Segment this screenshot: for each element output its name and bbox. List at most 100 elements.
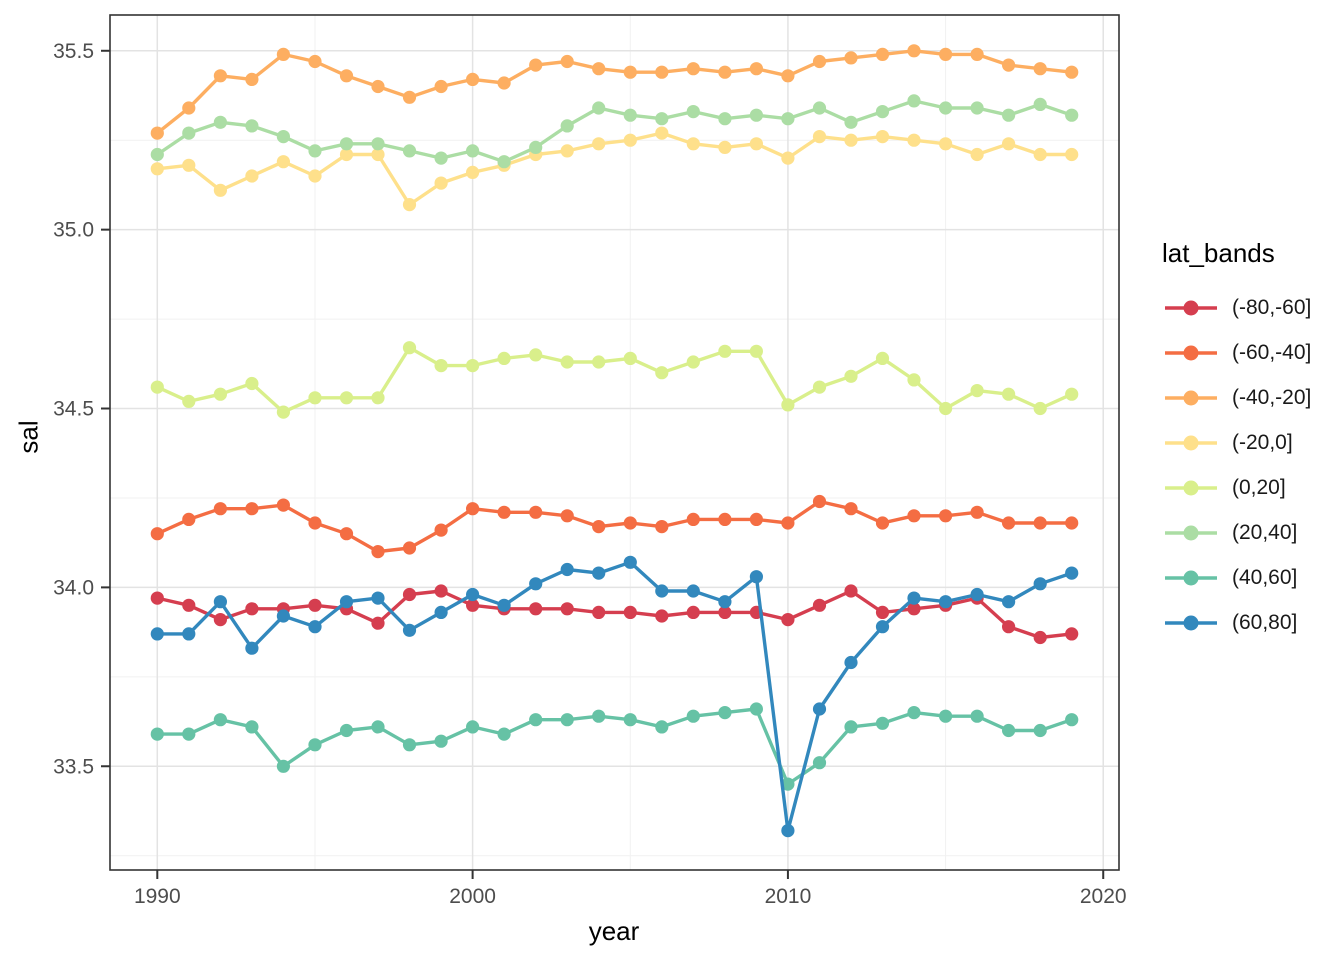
data-point-(-40,-20] (182, 101, 196, 115)
data-point-(-20,0] (434, 176, 448, 190)
x-tick-label: 2000 (449, 885, 496, 908)
data-point-(40,60] (308, 738, 322, 752)
data-point-(-40,-20] (592, 62, 606, 76)
data-point-(-20,0] (371, 147, 385, 162)
data-point-(0,20] (686, 355, 700, 369)
data-point-(40,60] (875, 716, 890, 730)
data-point-(20,40] (560, 119, 574, 133)
data-point-(0,20] (560, 355, 574, 369)
data-point-(-40,-20] (939, 47, 953, 62)
legend-row-(0,20]: (0,20] (1162, 465, 1311, 510)
data-point-(-20,0] (245, 169, 259, 183)
data-point-(20,40] (939, 101, 953, 115)
data-point-(20,40] (245, 119, 259, 133)
data-point-(20,40] (150, 147, 164, 162)
data-point-(-20,0] (781, 151, 795, 165)
data-point-(0,20] (371, 391, 385, 405)
data-point-(-60,-40] (182, 512, 196, 527)
legend-title: lat_bands (1162, 238, 1275, 268)
legend-row-(-40,-20]: (-40,-20] (1162, 375, 1311, 420)
data-point-(-40,-20] (623, 65, 637, 79)
data-point-(-20,0] (970, 147, 984, 162)
data-point-(-60,-40] (686, 512, 700, 527)
data-point-(20,40] (434, 151, 448, 165)
data-point-(60,80] (402, 623, 417, 637)
y-tick-label: 34.5 (53, 398, 94, 421)
panel-border (109, 14, 1120, 871)
data-point-(-40,-20] (245, 72, 259, 86)
data-point-(0,20] (875, 351, 890, 365)
data-point-(-80,-60] (371, 616, 385, 630)
data-point-(0,20] (970, 384, 984, 398)
data-point-(-20,0] (1002, 137, 1016, 151)
data-point-(-60,-40] (466, 502, 480, 516)
data-point-(-60,-40] (1002, 516, 1016, 530)
data-point-(40,60] (213, 713, 227, 727)
data-point-(-40,-20] (1002, 58, 1016, 72)
data-point-(20,40] (182, 126, 196, 140)
data-point-(-60,-40] (371, 545, 385, 559)
data-point-(60,80] (623, 555, 637, 569)
data-point-(-40,-20] (970, 47, 984, 62)
data-point-(-40,-20] (339, 69, 354, 83)
data-point-(60,80] (339, 595, 354, 609)
data-point-(20,40] (466, 144, 480, 158)
data-point-(40,60] (686, 709, 700, 723)
legend-key-icon (1165, 390, 1217, 405)
y-tick-label: 34.0 (53, 576, 94, 599)
data-point-(-60,-40] (970, 505, 984, 519)
legend-key-icon (1165, 300, 1217, 315)
data-point-(-40,-20] (402, 90, 417, 104)
data-point-(60,80] (875, 620, 890, 634)
data-point-(-20,0] (213, 183, 227, 197)
data-point-(40,60] (1065, 713, 1079, 727)
data-point-(20,40] (623, 108, 637, 122)
data-point-(60,80] (1065, 566, 1079, 580)
data-point-(40,60] (718, 706, 732, 720)
data-point-(-80,-60] (150, 591, 164, 605)
legend: lat_bands (-80,-60] (-60,-40] (-40,-20] (-2… (1162, 238, 1311, 645)
data-point-(20,40] (592, 101, 606, 115)
legend-label: (-80,-60] (1232, 295, 1312, 319)
data-point-(-60,-40] (655, 520, 669, 534)
data-point-(-60,-40] (245, 502, 259, 516)
data-point-(-40,-20] (371, 79, 385, 94)
data-point-(-80,-60] (686, 605, 700, 620)
data-point-(20,40] (718, 112, 732, 126)
data-point-(0,20] (1002, 387, 1016, 401)
data-point-(40,60] (497, 727, 511, 741)
data-point-(40,60] (623, 713, 637, 727)
data-point-(-20,0] (402, 198, 417, 212)
data-point-(20,40] (844, 115, 858, 129)
legend-label: (-60,-40] (1232, 340, 1312, 364)
y-tick-label: 35.5 (53, 40, 94, 63)
data-point-(-60,-40] (1065, 516, 1079, 530)
data-point-(0,20] (907, 373, 921, 387)
legend-key-icon (1165, 615, 1217, 630)
data-point-(-20,0] (749, 137, 764, 151)
data-point-(-20,0] (686, 137, 700, 151)
data-point-(40,60] (245, 720, 259, 734)
data-point-(20,40] (907, 94, 921, 108)
data-point-(-20,0] (875, 130, 890, 144)
legend-label: (-20,0] (1232, 430, 1293, 454)
data-point-(0,20] (529, 348, 543, 362)
legend-key-icon (1165, 435, 1217, 450)
data-point-(40,60] (970, 709, 984, 723)
x-tick-label: 2020 (1080, 885, 1127, 908)
data-point-(-20,0] (466, 165, 480, 179)
data-point-(20,40] (686, 105, 700, 119)
data-point-(0,20] (718, 344, 732, 358)
legend-key-icon (1165, 480, 1217, 495)
data-point-(0,20] (150, 380, 164, 394)
data-point-(-60,-40] (749, 512, 764, 527)
data-point-(60,80] (718, 595, 732, 609)
data-point-(-40,-20] (529, 58, 543, 72)
data-point-(20,40] (497, 155, 511, 169)
data-point-(40,60] (655, 720, 669, 734)
data-point-(0,20] (1065, 387, 1079, 401)
data-point-(20,40] (655, 112, 669, 126)
legend-row-(-20,0]: (-20,0] (1162, 420, 1311, 465)
data-point-(20,40] (371, 137, 385, 151)
